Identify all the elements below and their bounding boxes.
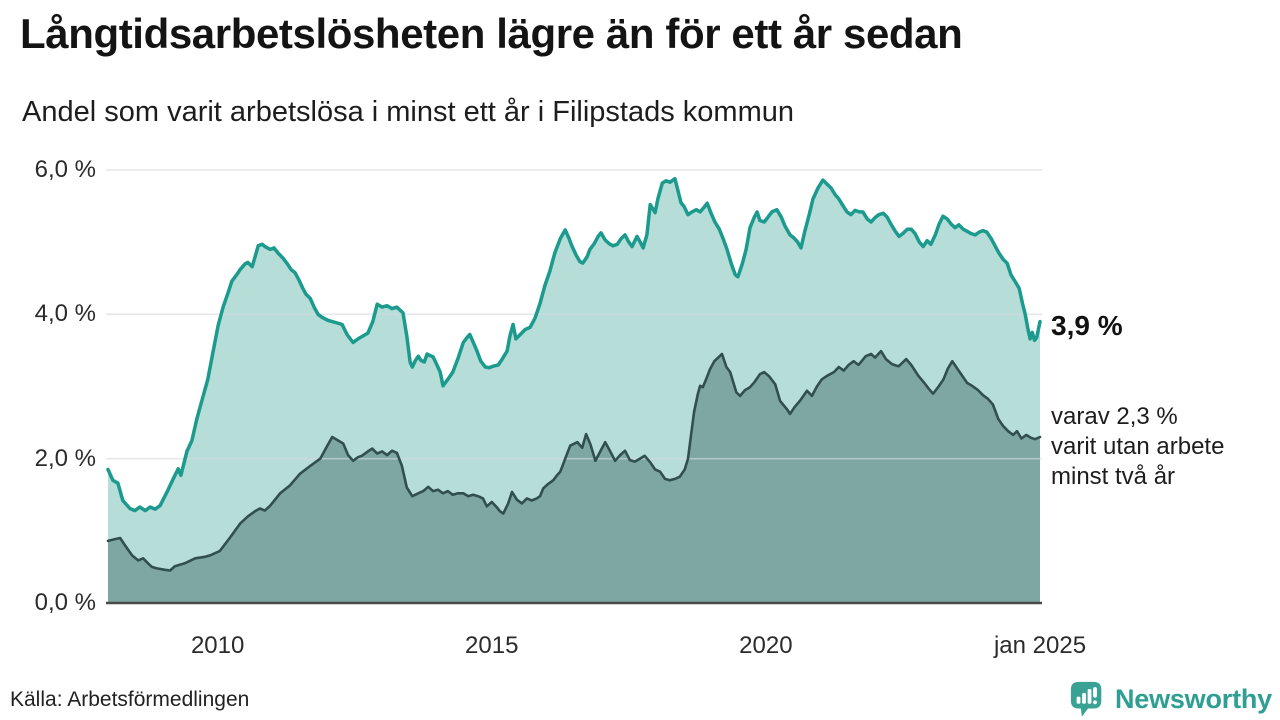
source-credit: Källa: Arbetsförmedlingen bbox=[10, 688, 250, 711]
series-area-1 bbox=[108, 351, 1040, 603]
end-value-label: 3,9 % bbox=[1051, 310, 1123, 341]
series-line-0 bbox=[106, 176, 1042, 513]
secondary-series-annotation: varav 2,3 % varit utan arbete minst två … bbox=[1051, 402, 1224, 492]
newsworthy-logo-icon bbox=[1070, 681, 1102, 717]
x-axis-tick-2010: 2010 bbox=[190, 632, 245, 659]
annotation-line-3: minst två år bbox=[1051, 463, 1176, 490]
y-axis-tick-6: 6,0 % bbox=[34, 156, 96, 183]
chart-subtitle: Andel som varit arbetslösa i minst ett å… bbox=[22, 96, 794, 128]
annotation-line-1: varav 2,3 % bbox=[1051, 403, 1178, 430]
y-axis-tick-2: 2,0 % bbox=[34, 444, 96, 472]
newsworthy-logo-text: Newsworthy bbox=[1114, 683, 1272, 714]
page-title: Långtidsarbetslösheten lägre än för ett … bbox=[20, 10, 963, 57]
annotation-line-2: varit utan arbete bbox=[1051, 433, 1225, 460]
y-axis-tick-0: 0,0 % bbox=[34, 589, 96, 616]
x-axis-tick-2015: 2015 bbox=[465, 632, 519, 659]
x-axis-tick-2020: 2020 bbox=[739, 632, 793, 659]
series-line-1 bbox=[106, 349, 1042, 572]
newsworthy-brand: Newsworthy bbox=[1069, 680, 1272, 718]
y-axis-tick-4: 4,0 % bbox=[34, 300, 96, 328]
x-axis-tick-jan-2025: jan 2025 bbox=[993, 632, 1087, 659]
